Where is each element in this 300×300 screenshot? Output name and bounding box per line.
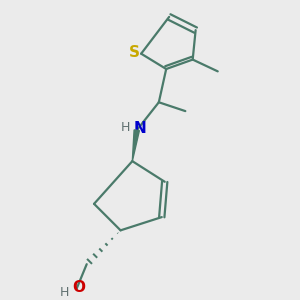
Text: N: N	[133, 121, 146, 136]
Text: H: H	[59, 286, 69, 299]
Text: S: S	[129, 45, 140, 60]
Polygon shape	[132, 130, 140, 161]
Text: H: H	[120, 122, 130, 134]
Text: O: O	[72, 280, 85, 295]
